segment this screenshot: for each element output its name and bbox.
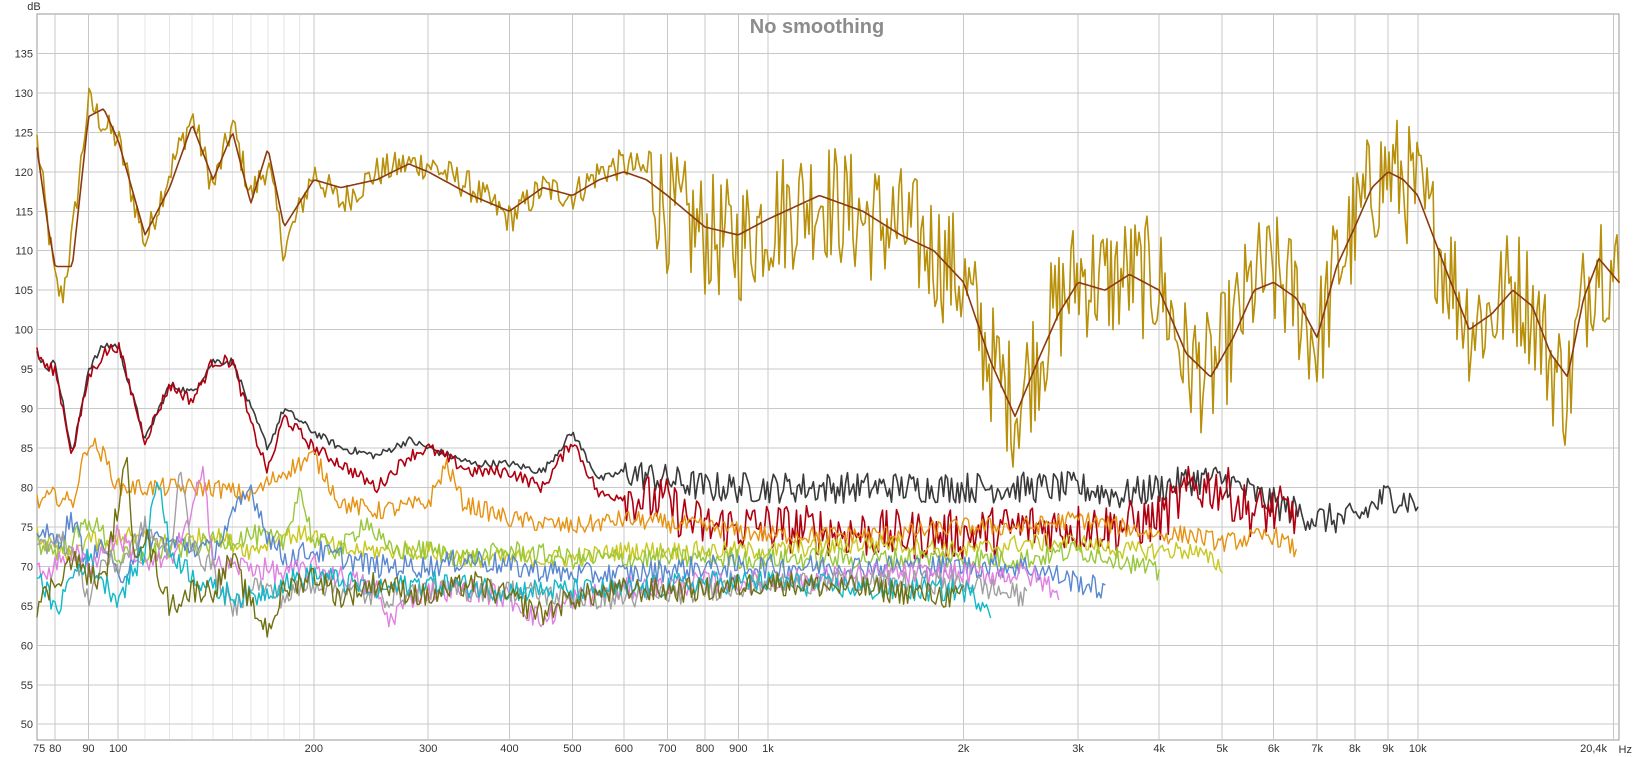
x-tick-label: 75: [33, 743, 45, 755]
x-tick-label: 10k: [1409, 743, 1427, 755]
y-tick-label: 130: [15, 88, 33, 100]
x-tick-label: 7k: [1311, 743, 1323, 755]
y-tick-label: 70: [21, 561, 33, 573]
y-tick-label: 125: [15, 127, 33, 139]
y-tick-label: 110: [15, 246, 33, 258]
x-tick-label: 700: [658, 743, 676, 755]
x-tick-label: 300: [419, 743, 437, 755]
x-tick-label: 500: [563, 743, 581, 755]
x-tick-label: 90: [82, 743, 94, 755]
x-tick-label: 4k: [1153, 743, 1165, 755]
series-line-3: [36, 342, 1419, 534]
x-tick-label: 400: [500, 743, 518, 755]
y-tick-label: 105: [15, 285, 33, 297]
series-line-9: [36, 465, 1060, 628]
y-tick-label: 80: [21, 482, 33, 494]
x-tick-label: 3k: [1072, 743, 1084, 755]
x-tick-label: 100: [109, 743, 127, 755]
y-tick-label: 115: [15, 206, 33, 218]
x-tick-label: 2k: [958, 743, 970, 755]
series-layer: [36, 87, 1620, 638]
y-tick-label: 75: [21, 522, 33, 534]
y-tick-label: 65: [21, 601, 33, 613]
series-line-10: [36, 471, 1028, 617]
x-tick-label: 600: [615, 743, 633, 755]
x-tick-label: 200: [305, 743, 323, 755]
y-tick-label: 60: [21, 640, 33, 652]
y-tick-label: 85: [21, 443, 33, 455]
series-line-12: [36, 456, 965, 638]
x-tick-label: 9k: [1382, 743, 1394, 755]
x-tick-label: 20,4k: [1580, 743, 1607, 755]
series-line-4: [36, 341, 1297, 560]
x-axis-ticks: 75 80 90 100 200 300 400 500 600 700 800 900 1k 2k 3k 4…: [33, 743, 1607, 755]
grid-vertical: [54, 14, 1614, 740]
plot-frame: [36, 13, 1620, 741]
x-tick-label: 80: [49, 743, 61, 755]
x-tick-label: 8k: [1349, 743, 1361, 755]
y-axis-ticks: 50 55 60 65 70 75 80 85 90 95 100 105 110 115 120 125 13…: [15, 48, 33, 731]
chart-title: No smoothing: [750, 16, 884, 38]
y-tick-label: 50: [21, 719, 33, 731]
x-tick-label: 900: [729, 743, 747, 755]
y-tick-label: 55: [21, 680, 33, 692]
x-tick-label: 800: [696, 743, 714, 755]
x-axis-unit-label: Hz: [1619, 744, 1632, 756]
y-tick-label: 100: [15, 325, 33, 337]
y-tick-label: 90: [21, 404, 33, 416]
x-tick-label: 6k: [1268, 743, 1280, 755]
y-tick-label: 120: [15, 167, 33, 179]
x-tick-label: 5k: [1216, 743, 1228, 755]
y-tick-label: 95: [21, 364, 33, 376]
y-axis-unit-label: dB: [27, 1, 40, 13]
series-line-2: [36, 108, 1620, 418]
y-tick-label: 135: [15, 48, 33, 60]
x-tick-label: 1k: [762, 743, 774, 755]
